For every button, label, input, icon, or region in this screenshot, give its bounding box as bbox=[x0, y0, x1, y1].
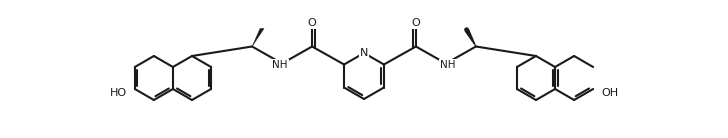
Polygon shape bbox=[252, 29, 264, 47]
Text: O: O bbox=[411, 18, 420, 29]
Text: O: O bbox=[308, 18, 317, 29]
Text: N: N bbox=[360, 48, 368, 58]
Text: OH: OH bbox=[601, 88, 618, 98]
Text: HO: HO bbox=[110, 88, 127, 98]
Text: NH: NH bbox=[272, 60, 288, 71]
Text: NH: NH bbox=[440, 60, 456, 71]
